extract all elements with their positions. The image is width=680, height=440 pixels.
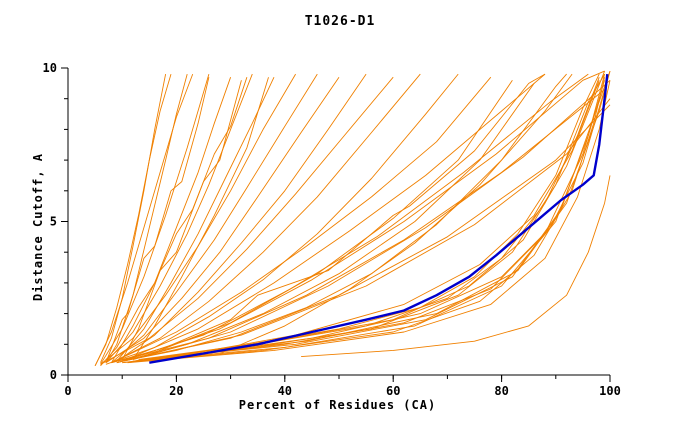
model-curve: [143, 70, 611, 361]
model-curve: [132, 73, 606, 362]
y-tick-label: 0: [50, 368, 57, 382]
model-curve: [121, 80, 242, 360]
model-curve: [132, 77, 269, 360]
model-curve: [143, 80, 513, 358]
model-curve: [94, 73, 194, 366]
model-curve: [116, 73, 367, 362]
model-curve: [122, 104, 611, 362]
model-curve: [116, 83, 535, 364]
model-curve: [176, 89, 606, 358]
model-curve: [100, 77, 248, 367]
model-curve: [111, 73, 421, 364]
model-curve: [138, 70, 606, 361]
model-curve: [105, 76, 340, 364]
y-tick-label: 5: [50, 215, 57, 229]
model-curve: [149, 80, 606, 361]
model-curve: [111, 77, 232, 363]
model-curve: [111, 76, 492, 364]
model-curve: [100, 76, 394, 365]
model-curve: [127, 80, 611, 364]
x-tick-label: 80: [494, 384, 508, 398]
model-curve: [116, 73, 589, 364]
model-curve: [132, 79, 611, 361]
model-curve: [122, 73, 567, 362]
best-model-curve: [149, 73, 609, 364]
model-curve: [116, 98, 611, 364]
model-curve: [100, 74, 167, 363]
model-curve: [122, 73, 546, 362]
y-tick-label: 10: [43, 61, 57, 75]
model-curve: [105, 73, 188, 363]
model-curve: [94, 73, 172, 367]
x-tick-label: 40: [278, 384, 292, 398]
model-curve: [105, 77, 210, 363]
chart-title: T1026-D1: [304, 14, 376, 29]
model-curve: [111, 73, 318, 364]
x-axis-label: Percent of Residues (CA): [238, 398, 437, 412]
model-curve: [105, 73, 459, 365]
model-curve: [116, 77, 275, 362]
model-curve: [301, 175, 611, 358]
model-curve: [154, 70, 611, 359]
model-curve: [219, 73, 573, 354]
model-curve: [111, 73, 546, 364]
x-tick-label: 60: [386, 384, 400, 398]
x-tick-label: 0: [64, 384, 71, 398]
model-curve: [105, 73, 253, 363]
model-curve: [127, 70, 605, 361]
x-tick-label: 20: [169, 384, 183, 398]
model-curve: [100, 73, 296, 365]
x-tick-label: 100: [599, 384, 621, 398]
model-curve: [127, 73, 605, 364]
